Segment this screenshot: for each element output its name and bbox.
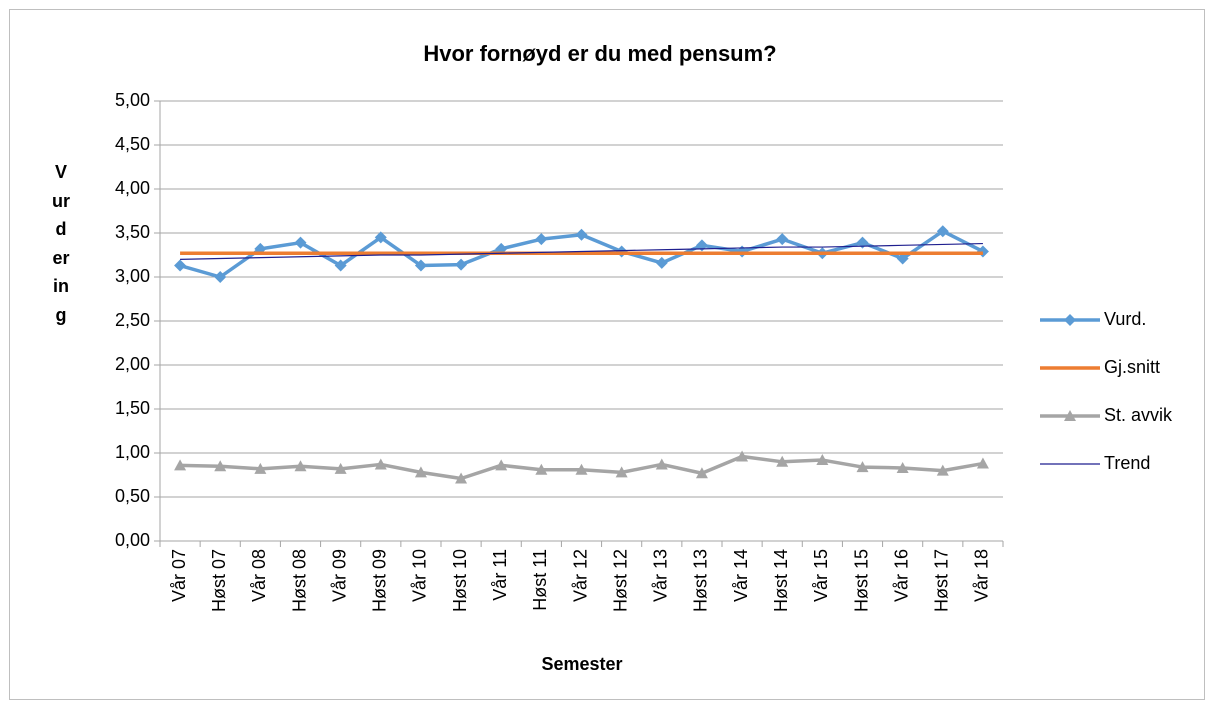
x-tick-label: Vår 10 bbox=[410, 549, 430, 602]
y-tick-label: 3,00 bbox=[115, 266, 150, 286]
x-tick-label: Vår 15 bbox=[811, 549, 831, 602]
x-tick-label: Vår 09 bbox=[329, 549, 349, 602]
marker bbox=[374, 458, 387, 470]
marker bbox=[294, 236, 307, 249]
legend-label: Vurd. bbox=[1104, 309, 1146, 329]
marker bbox=[174, 459, 187, 471]
x-tick-label: Vår 16 bbox=[891, 549, 911, 602]
marker bbox=[414, 259, 427, 272]
y-tick-label: 4,00 bbox=[115, 178, 150, 198]
x-tick-label: Vår 08 bbox=[249, 549, 269, 602]
y-tick-label: 2,00 bbox=[115, 354, 150, 374]
x-tick-label: Vår 12 bbox=[570, 549, 590, 602]
x-tick-label: Høst 10 bbox=[450, 549, 470, 612]
marker bbox=[414, 466, 427, 478]
marker bbox=[655, 256, 668, 269]
y-tick-label: 3,50 bbox=[115, 222, 150, 242]
marker bbox=[896, 252, 909, 265]
marker bbox=[174, 259, 187, 272]
x-tick-label: Vår 18 bbox=[972, 549, 992, 602]
x-tick-label: Høst 08 bbox=[289, 549, 309, 612]
x-tick-label: Høst 07 bbox=[209, 549, 229, 612]
marker bbox=[1064, 410, 1076, 421]
marker bbox=[695, 467, 708, 479]
x-tick-label: Høst 15 bbox=[851, 549, 871, 612]
marker bbox=[374, 231, 387, 244]
marker bbox=[214, 460, 227, 472]
y-tick-label: 1,50 bbox=[115, 398, 150, 418]
y-tick-label: 5,00 bbox=[115, 90, 150, 110]
y-tick-label: 2,50 bbox=[115, 310, 150, 330]
series-line bbox=[180, 242, 983, 260]
marker bbox=[1064, 314, 1076, 326]
x-tick-label: Høst 13 bbox=[691, 549, 711, 612]
legend-label: St. avvik bbox=[1104, 405, 1173, 425]
marker bbox=[535, 233, 548, 246]
legend-label: Trend bbox=[1104, 453, 1150, 473]
marker bbox=[294, 460, 307, 472]
marker bbox=[936, 225, 949, 238]
y-tick-label: 4,50 bbox=[115, 134, 150, 154]
x-tick-label: Vår 11 bbox=[490, 549, 510, 601]
legend-label: Gj.snitt bbox=[1104, 357, 1160, 377]
marker bbox=[976, 245, 989, 258]
x-tick-label: Høst 12 bbox=[610, 549, 630, 612]
x-tick-label: Vår 14 bbox=[731, 549, 751, 602]
marker bbox=[455, 258, 468, 271]
x-tick-label: Høst 14 bbox=[771, 549, 791, 612]
y-tick-label: 0,00 bbox=[115, 530, 150, 550]
marker bbox=[976, 457, 989, 469]
y-tick-label: 0,50 bbox=[115, 486, 150, 506]
chart-title: Hvor fornøyd er du med pensum? bbox=[423, 41, 776, 66]
x-axis-label: Semester bbox=[541, 654, 622, 674]
marker bbox=[776, 233, 789, 246]
marker bbox=[334, 259, 347, 272]
x-tick-label: Høst 09 bbox=[370, 549, 390, 612]
chart-border bbox=[9, 9, 1205, 700]
marker bbox=[455, 472, 468, 484]
y-axis-label: Vurdering bbox=[52, 162, 70, 325]
y-tick-label: 1,00 bbox=[115, 442, 150, 462]
marker bbox=[575, 228, 588, 241]
marker bbox=[936, 464, 949, 476]
marker bbox=[736, 450, 749, 462]
marker bbox=[575, 463, 588, 475]
marker bbox=[495, 459, 508, 471]
x-tick-label: Vår 07 bbox=[169, 549, 189, 602]
marker bbox=[214, 271, 227, 283]
x-tick-label: Vår 13 bbox=[651, 549, 671, 602]
marker bbox=[535, 463, 548, 475]
marker bbox=[334, 462, 347, 474]
marker bbox=[615, 466, 628, 478]
marker bbox=[816, 454, 829, 466]
marker bbox=[254, 462, 267, 474]
marker bbox=[776, 455, 789, 467]
marker bbox=[856, 461, 869, 473]
x-tick-label: Høst 17 bbox=[932, 549, 952, 612]
x-tick-label: Høst 11 bbox=[530, 549, 550, 611]
marker bbox=[615, 245, 628, 258]
marker bbox=[655, 458, 668, 470]
marker bbox=[896, 461, 909, 473]
